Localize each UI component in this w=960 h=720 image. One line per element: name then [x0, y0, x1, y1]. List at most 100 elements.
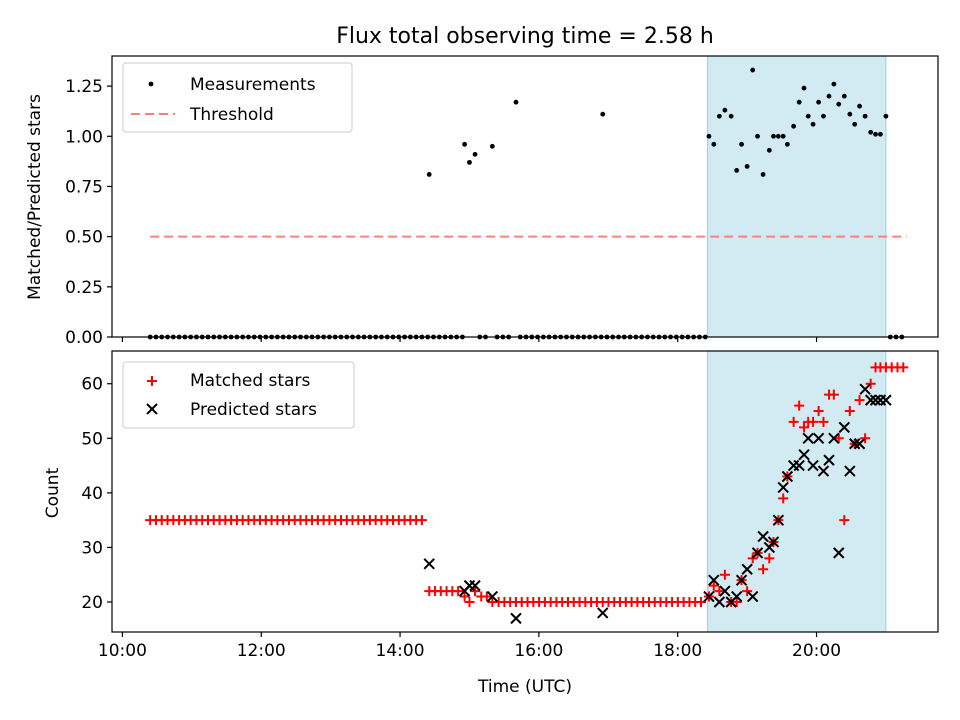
measurement-point-40 — [877, 131, 883, 137]
predicted-star-point-30 — [823, 454, 835, 466]
measurement-point-25 — [801, 85, 807, 91]
matched-star-point-98 — [481, 591, 492, 602]
matched-star-point-108 — [747, 553, 758, 564]
matched-stars-points — [145, 362, 909, 607]
legend-predicted-label: Predicted stars — [190, 400, 317, 420]
measurement-point-26 — [805, 113, 811, 119]
matched-star-point-126 — [839, 515, 850, 526]
matched-star-point-116 — [788, 416, 799, 427]
matched-star-point-47 — [416, 515, 427, 526]
measurement-point-2 — [467, 159, 472, 165]
predicted-star-point-27 — [807, 459, 819, 472]
predicted-star-point-37 — [859, 383, 871, 395]
matched-star-point-102 — [714, 586, 725, 597]
measurement-point-15 — [750, 67, 756, 73]
x-tick-label: 18:00 — [653, 641, 702, 661]
matched-star-point-133 — [875, 362, 886, 373]
predicted-star-point-21 — [777, 481, 789, 494]
x-tick-label: 16:00 — [514, 641, 563, 661]
y-tick-label: 1.00 — [65, 127, 103, 147]
y-tick-label: 0.75 — [65, 177, 103, 197]
y-axis-ticks: 20 30 40 50 60 — [81, 375, 112, 613]
measurement-point-24 — [796, 99, 802, 105]
predicted-star-point-38 — [864, 394, 877, 406]
matched-star-point-107 — [742, 586, 753, 597]
legend-matched-marker — [147, 376, 157, 386]
matched-star-point-96 — [470, 586, 481, 597]
measurement-point-13 — [739, 141, 744, 147]
y-tick-label: 30 — [81, 538, 103, 558]
measurement-point-19 — [771, 133, 776, 139]
predicted-stars-points — [423, 383, 892, 625]
predicted-star-point-6 — [597, 607, 609, 619]
y-tick-label: 50 — [81, 429, 103, 449]
measurement-point-35 — [852, 121, 858, 127]
matched-star-point-118 — [799, 422, 810, 433]
predicted-star-point-29 — [817, 465, 830, 477]
measurement-point-34 — [847, 111, 853, 117]
ratio-panel: 0.00 0.25 0.50 0.75 1.00 1.25 Matched/Predict… — [25, 55, 939, 348]
predicted-star-point-26 — [802, 432, 814, 445]
measurement-point-10 — [722, 107, 728, 113]
legend-threshold-label: Threshold — [189, 105, 274, 125]
measurement-point-12 — [734, 168, 740, 173]
measurement-point-41 — [883, 113, 889, 119]
x-tick-label: 10:00 — [98, 641, 147, 661]
measurement-point-22 — [784, 141, 790, 147]
matched-star-point-101 — [708, 580, 719, 591]
measurement-point-37 — [862, 113, 868, 119]
matched-star-point-122 — [818, 416, 829, 427]
measurement-point-21 — [780, 133, 786, 139]
predicted-star-point-10 — [719, 585, 731, 597]
matched-star-point-131 — [865, 378, 876, 389]
y-axis-label: Count — [43, 467, 63, 518]
matched-star-point-94 — [459, 591, 470, 602]
matched-star-point-117 — [794, 400, 805, 411]
predicted-star-point-36 — [853, 438, 866, 450]
matched-star-point-125 — [833, 433, 844, 444]
predicted-star-point-3 — [469, 579, 481, 592]
observing-window — [707, 55, 887, 338]
predicted-star-point-15 — [746, 590, 759, 603]
matched-star-point-121 — [813, 406, 824, 417]
measurement-point-30 — [826, 93, 832, 99]
legend-measurements-label: Measurements — [190, 75, 316, 95]
measurement-point-0 — [426, 172, 432, 177]
predicted-star-point-5 — [510, 612, 522, 625]
measurement-point-36 — [857, 103, 862, 109]
measurement-point-5 — [513, 99, 519, 105]
measurement-point-14 — [744, 163, 750, 169]
legend-predicted-marker — [146, 403, 158, 415]
y-tick-label: 0.00 — [65, 328, 103, 348]
x-axis-ticks: 10:00 12:00 14:00 16:00 18:00 20:00 — [98, 632, 841, 661]
measurement-point-3 — [472, 151, 478, 157]
predicted-star-point-19 — [767, 536, 780, 548]
plot-frame — [111, 350, 939, 633]
predicted-star-point-39 — [869, 394, 882, 406]
predicted-star-point-13 — [735, 574, 748, 586]
matched-star-point-99 — [487, 596, 498, 607]
y-tick-label: 60 — [81, 375, 103, 395]
matched-star-point-124 — [828, 389, 839, 400]
predicted-star-point-20 — [772, 514, 785, 526]
matched-star-point-120 — [808, 416, 819, 427]
measurement-point-18 — [766, 147, 772, 153]
matched-star-point-103 — [719, 569, 730, 580]
y-tick-label: 0.25 — [65, 278, 103, 298]
predicted-star-point-33 — [838, 421, 851, 434]
x-tick-label: 14:00 — [376, 641, 425, 661]
observing-window — [707, 350, 887, 633]
legend-matched-label: Matched stars — [190, 371, 310, 391]
matched-star-point-130 — [860, 433, 871, 444]
measurement-point-1 — [462, 141, 468, 147]
matched-star-point-93 — [898, 362, 909, 373]
predicted-star-point-24 — [793, 459, 805, 472]
matched-star-point-95 — [464, 596, 475, 607]
matched-star-point-110 — [758, 564, 769, 575]
measurement-point-32 — [836, 101, 842, 107]
predicted-star-point-32 — [833, 547, 845, 559]
matched-star-point-105 — [731, 596, 742, 607]
measurement-point-20 — [775, 133, 781, 139]
measurement-point-4 — [489, 143, 495, 149]
